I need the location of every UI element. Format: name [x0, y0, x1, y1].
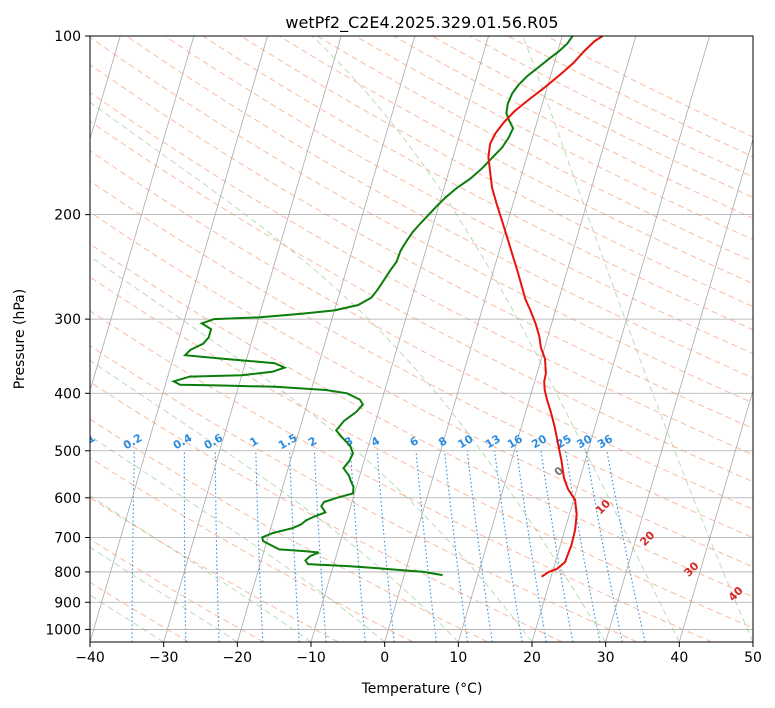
- x-tick-label: −20: [223, 650, 253, 666]
- dry-adiabat-line: [90, 418, 488, 642]
- x-tick-label: 30: [597, 650, 615, 666]
- dewpoint-line: [171, 36, 574, 577]
- dry-adiabat-line: [90, 150, 753, 510]
- x-tick-label: 0: [380, 650, 389, 666]
- isotherm-line: [163, 36, 342, 642]
- dry-adiabat-line: [126, 36, 753, 379]
- mixing-ratio-label: 0.1: [74, 431, 97, 452]
- y-tick-label: 800: [54, 565, 81, 581]
- x-tick-label: −10: [296, 650, 326, 666]
- x-tick-label: 40: [670, 650, 688, 666]
- x-tick-label: 10: [449, 650, 467, 666]
- dry-adiabat-line: [90, 310, 712, 642]
- dry-adiabat-line: [90, 120, 753, 483]
- x-tick-label: 20: [523, 650, 541, 666]
- y-tick-label: 700: [54, 531, 81, 547]
- moist-adiabat-line: [311, 36, 680, 642]
- mixing-ratio-line: [289, 450, 300, 642]
- isotherm-line: [457, 36, 637, 642]
- y-axis-label: Pressure (hPa): [12, 289, 28, 389]
- mixing-ratio-line: [466, 450, 493, 642]
- mixing-ratio-line: [415, 450, 437, 642]
- mixing-ratio-line: [376, 450, 395, 642]
- dry-adiabat-line: [240, 36, 753, 308]
- mixing-ratio-line: [313, 450, 327, 642]
- moist-adiabat-line: [90, 101, 607, 642]
- dry-adiabat-line: [90, 345, 638, 642]
- isotherm-line: [90, 36, 121, 141]
- mixing-ratio-line: [444, 450, 469, 642]
- dry-adiabat-line: [90, 276, 753, 629]
- dry-adiabat-line: [90, 243, 753, 598]
- dry-adiabat-line: [90, 91, 753, 456]
- isotherm-line: [90, 36, 268, 642]
- mixing-ratio-line: [585, 450, 623, 642]
- isotherm-line: [236, 36, 416, 642]
- x-tick-label: −30: [149, 650, 179, 666]
- dry-adiabat-line: [90, 457, 414, 642]
- isotherm-line: [384, 36, 563, 642]
- moist-adiabat-line: [90, 359, 459, 642]
- y-axis-ticks: 100 200 300 400 500 600 700 800 900 1000: [45, 29, 90, 638]
- mixing-ratio-line: [565, 450, 601, 642]
- isotherm-line: [310, 36, 489, 642]
- dry-adiabat-line: [278, 36, 753, 285]
- isotherm-line: [531, 36, 710, 642]
- dry-adiabat-line: [90, 538, 264, 642]
- grid-lines: [90, 36, 753, 642]
- isotherm-line: [678, 389, 753, 642]
- dry-adiabat-line: [90, 180, 753, 539]
- dry-adiabat-line: [90, 581, 190, 642]
- moist-adiabat-line: [90, 255, 533, 642]
- x-axis-label: Temperature (°C): [361, 681, 483, 697]
- x-tick-label: 50: [744, 650, 762, 666]
- y-tick-label: 100: [54, 29, 81, 45]
- y-tick-label: 1000: [45, 622, 81, 638]
- y-tick-label: 600: [54, 491, 81, 507]
- dry-adiabat-line: [164, 36, 753, 355]
- chart-title: wetPf2_C2E4.2025.329.01.56.R05: [285, 13, 558, 33]
- mixing-ratio-line: [494, 450, 523, 642]
- plot-frame: [89, 35, 754, 643]
- temperature-line: [487, 36, 604, 578]
- y-tick-label: 300: [54, 312, 81, 328]
- y-tick-label: 400: [54, 386, 81, 402]
- x-tick-label: −40: [75, 650, 105, 666]
- moist-adiabat-line: [522, 36, 753, 642]
- y-tick-label: 200: [54, 208, 81, 224]
- isotherm-line: [90, 36, 195, 392]
- y-tick-label: 900: [54, 595, 81, 611]
- isotherm-line: [605, 137, 753, 642]
- x-axis-ticks: −40 −30 −20 −10 0 10 20 30 40 50: [75, 642, 762, 666]
- y-tick-label: 500: [54, 444, 81, 460]
